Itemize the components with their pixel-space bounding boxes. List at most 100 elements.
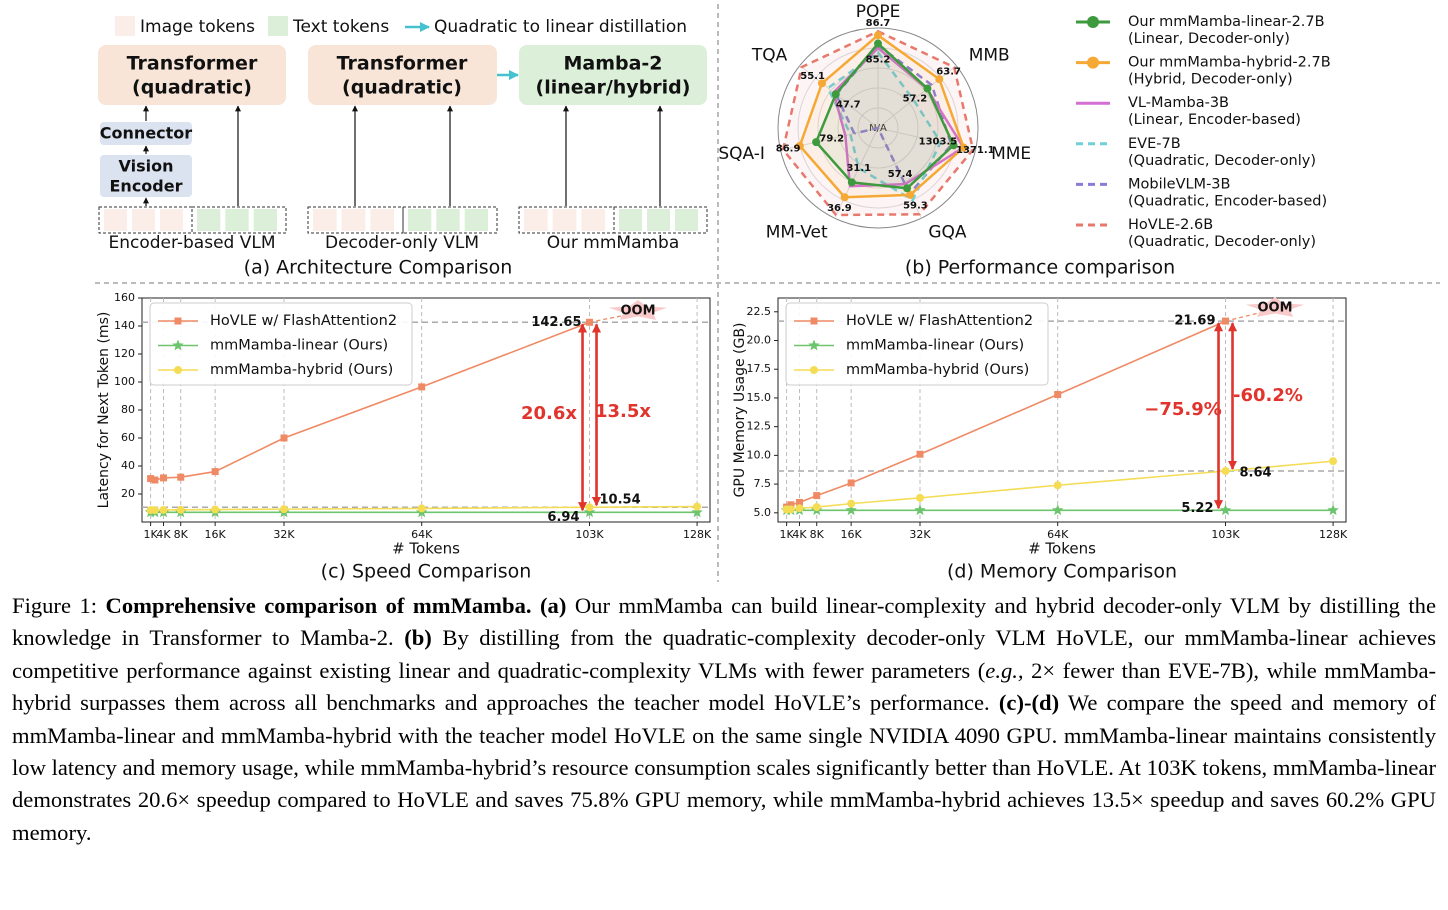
plot-frame [777,297,1347,523]
marker [586,318,594,326]
y-axis-label: Latency for Next Token (ms) [96,312,112,509]
marker [914,504,926,516]
x-tick-label: 16K [205,528,227,541]
legend-label: Text tokens [292,17,389,37]
token [524,209,548,231]
marker [693,502,702,511]
value-label: 57.2 [903,94,928,105]
value-label: 10.54 [600,493,641,508]
marker [808,339,820,351]
value-label: 86.7 [866,18,891,29]
value-label: 1303.5 [919,137,958,148]
y-tick-label: 12.5 [747,420,772,433]
value-label: 31.1 [846,163,871,174]
legend-swatch [115,16,135,36]
marker [174,317,182,325]
y-tick-label: 120 [114,347,135,360]
token [647,209,670,231]
value-label: 36.9 [827,203,852,214]
token [619,209,642,231]
marker [847,479,855,487]
y-tick-label: 20 [121,487,135,500]
legend-swatch [268,16,288,36]
token [313,209,337,231]
marker [812,138,821,147]
marker [151,476,159,484]
caption-text: By distilling from the quadratic-complex… [12,625,1436,683]
x-tick-label: 32K [909,528,931,541]
value-label: 5.22 [1181,501,1213,516]
radar-axis-label: POPE [856,2,901,22]
marker [174,366,182,374]
figure: Image tokens Text tokens Quadratic to li… [95,2,1440,583]
value-label: 63.7 [936,67,961,78]
y-tick-label: 100 [114,375,135,388]
legend-label: (Quadratic, Decoder-only) [1128,234,1316,250]
block-label: Vision [119,157,174,176]
token [552,209,577,231]
marker [916,450,924,458]
x-tick-label: 8K [810,528,825,541]
annotation: -60.2% [1233,385,1303,406]
x-tick-label: 64K [1047,528,1069,541]
value-label: 21.69 [1174,314,1215,329]
y-tick-label: 7.5 [754,477,772,490]
marker [585,503,594,512]
legend-box [785,302,1049,386]
marker [847,499,856,508]
x-axis-label: # Tokens [392,540,460,558]
marker [211,468,219,476]
column-label: Decoder-only VLM [325,233,479,253]
caption-bold: (b) [404,625,432,651]
x-tick-label: 64K [411,528,433,541]
legend-label: Image tokens [140,17,255,37]
value-label: 47.7 [836,99,861,110]
x-tick-label: 4K [792,528,807,541]
y-tick-label: 40 [121,459,135,472]
oom-badge [608,300,668,320]
legend-label: mmMamba-linear (Ours) [846,338,1024,354]
architecture-panel: Image tokens Text tokens Quadratic to li… [98,16,708,279]
block-label: Connector [100,124,192,143]
value-label: 79.2 [819,134,844,145]
value-label: 55.1 [800,71,825,82]
marker [691,506,703,518]
legend-label: (Quadratic, Decoder-only) [1128,153,1316,169]
marker [150,506,159,515]
marker [840,193,849,202]
block-label: Mamba-2 [563,53,662,75]
value-label: 1371.1 [956,145,995,156]
token-group [191,206,287,234]
marker [906,190,915,199]
annotation: OOM [620,304,655,319]
legend-label: (Linear, Encoder-based) [1128,112,1301,128]
block [98,45,286,105]
marker [813,492,821,500]
x-tick-label: 128K [1319,528,1348,541]
marker [959,143,968,152]
radar-spoke [877,65,957,129]
radar-axis-label: MM-Vet [766,223,828,243]
annotation: OOM [1257,301,1292,316]
marker [176,505,185,514]
panel-title: (a) Architecture Comparison [244,257,513,279]
caption-text [532,593,540,618]
legend-label: mmMamba-linear (Ours) [210,338,388,354]
token [581,209,605,231]
marker [874,39,882,48]
block [308,45,497,105]
y-tick-label: 5.0 [754,506,772,519]
legend-label: mmMamba-hybrid (Ours) [846,362,1029,378]
token [104,209,127,231]
token [370,209,394,231]
value-label: 57.4 [888,169,913,180]
marker [847,178,856,187]
x-axis-label: # Tokens [1028,540,1096,558]
annotation: −75.9% [1144,399,1222,420]
legend-label: HoVLE w/ FlashAttention2 [846,313,1033,329]
legend-label: mmMamba-hybrid (Ours) [210,362,393,378]
marker [147,475,155,483]
marker [1219,504,1232,516]
annotation: 13.5x [595,401,651,422]
